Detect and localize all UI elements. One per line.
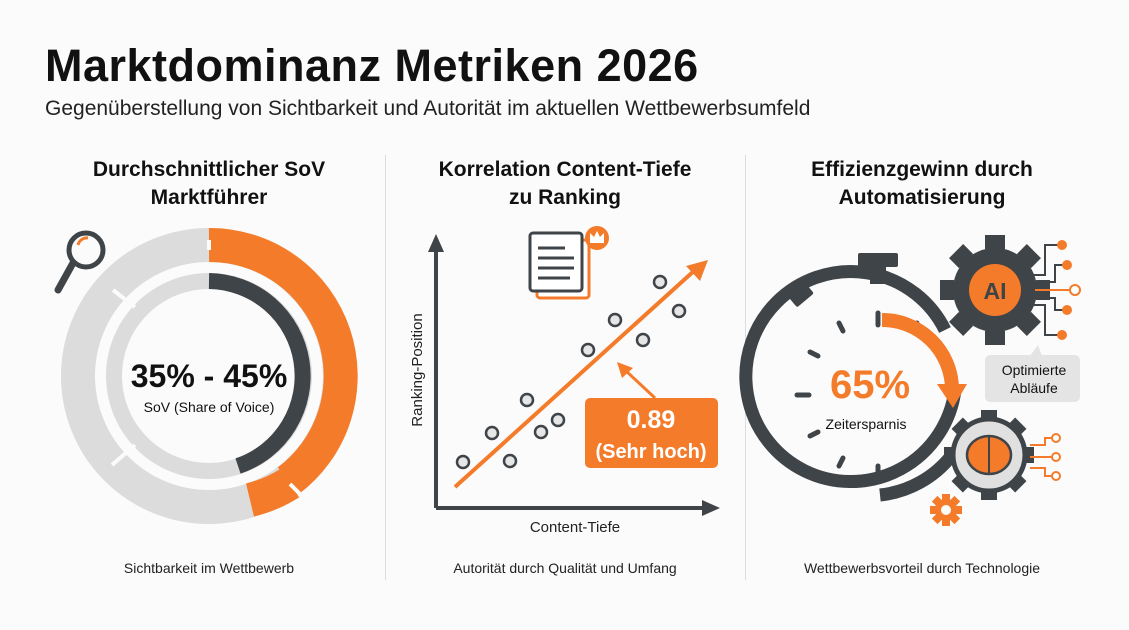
trend-arrow [686,260,708,281]
heading-line: Marktführer [150,186,268,209]
callout-line: Optimierte [1002,362,1067,378]
panel-efficiency-heading: Effizienzgewinn durch Automatisierung [752,156,1092,212]
heading-line: zu Ranking [508,186,621,209]
panel-sov-heading: Durchschnittlicher SoV Marktführer [39,156,379,212]
y-axis-arrow [428,234,444,252]
panel-sov-caption: Sichtbarkeit im Wettbewerb [123,560,295,576]
y-axis-label: Ranking-Position [409,313,426,426]
column-divider [385,155,386,580]
brain-gear-icon [944,410,1061,500]
callout-line: Abläufe [1010,380,1058,396]
sov-value: 35% - 45% [131,358,288,394]
data-point [652,274,668,290]
donut-inner-dark-arc [208,273,311,474]
sov-value-label: SoV (Share of Voice) [144,399,275,415]
callout-bubble [985,345,1080,402]
panel-correlation-heading: Korrelation Content-Tiefe zu Ranking [395,156,735,212]
efficiency-value: 65% [830,363,910,407]
panel-efficiency-caption: Wettbewerbsvorteil durch Technologie [803,560,1041,576]
correlation-badge [585,398,718,468]
panel-correlation-caption: Autorität durch Qualität und Umfang [453,560,677,576]
document-crown-icon [528,226,609,300]
page-subtitle: Gegenüberstellung von Sichtbarkeit und A… [45,97,811,120]
ai-gear-label: AI [984,278,1007,304]
x-axis-arrow [702,500,720,516]
sov-donut [61,227,358,524]
trend-line [453,268,697,489]
x-axis-label: Content-Tiefe [530,519,620,536]
data-point [484,425,500,441]
page-title: Marktdominanz Metriken 2026 [45,40,699,91]
donut-outer-orange-arc [208,227,358,495]
data-point [607,312,623,328]
data-point [502,453,518,469]
data-point [635,332,651,348]
data-point [455,454,471,470]
heading-line: Automatisierung [838,186,1006,209]
heading-line: Durchschnittlicher SoV [92,158,326,181]
correlation-value-label: (Sehr hoch) [595,441,706,463]
data-point [550,412,566,428]
donut-outer-orange-arc-2 [245,468,300,517]
magnifier-icon [54,230,106,294]
heading-line: Korrelation Content-Tiefe [438,158,692,181]
data-point [533,424,549,440]
data-point [519,392,535,408]
correlation-plot [428,234,720,516]
correlation-value: 0.89 [627,406,676,434]
data-point [671,303,687,319]
heading-line: Effizienzgewinn durch [811,158,1033,181]
small-gear-icon [930,494,962,526]
ai-gear-icon [940,235,1081,345]
efficiency-value-label: Zeitersparnis [826,416,907,432]
data-point [580,342,596,358]
